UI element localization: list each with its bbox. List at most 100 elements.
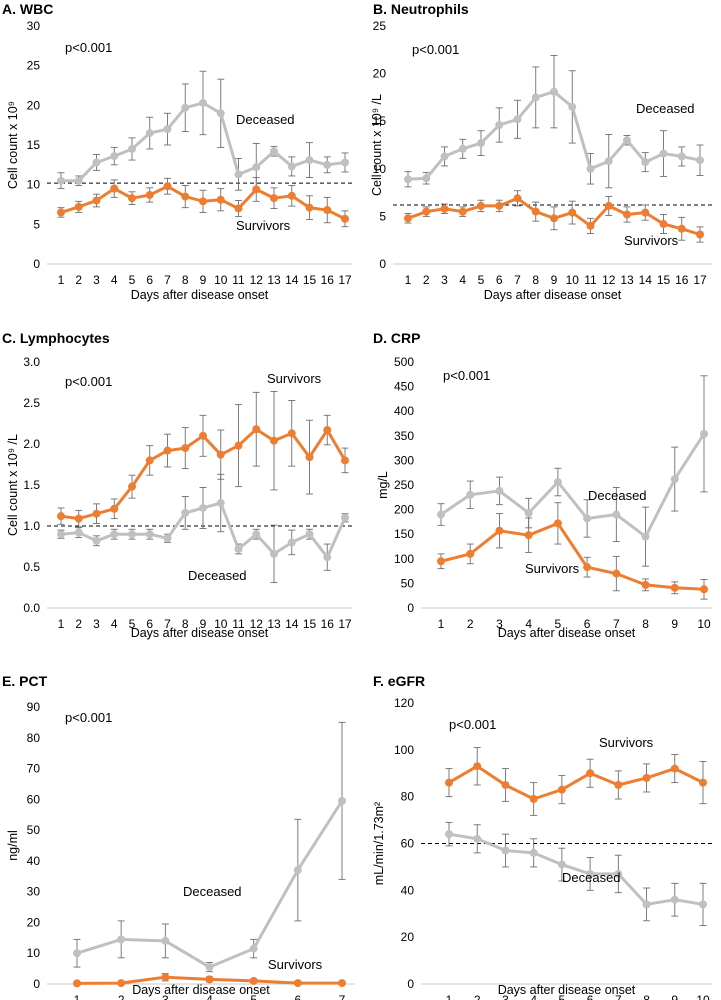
series-label-deceased: Deceased bbox=[183, 884, 242, 899]
data-point-survivors bbox=[659, 220, 668, 229]
data-point-deceased bbox=[699, 900, 707, 909]
x-axis-label: Days after disease onset bbox=[498, 626, 636, 640]
x-tick-label: 3 bbox=[502, 993, 509, 1000]
x-tick-label: 3 bbox=[162, 993, 169, 1000]
y-tick-label: 500 bbox=[394, 355, 414, 369]
data-point-deceased bbox=[614, 869, 623, 878]
y-tick-label: 30 bbox=[27, 885, 41, 899]
data-point-survivors bbox=[466, 549, 475, 558]
data-point-survivors bbox=[305, 453, 314, 462]
data-point-deceased bbox=[477, 139, 485, 148]
y-tick-label: 1.0 bbox=[23, 519, 40, 533]
y-tick-label: 10 bbox=[373, 162, 387, 176]
data-point-deceased bbox=[128, 530, 136, 539]
x-tick-label: 12 bbox=[250, 617, 264, 631]
y-tick-label: 0.5 bbox=[23, 560, 40, 574]
x-axis-label: Days after disease onset bbox=[131, 626, 269, 640]
x-tick-label: 8 bbox=[532, 273, 539, 287]
y-axis-label: Cell count x 10⁹ bbox=[6, 101, 20, 189]
data-point-deceased bbox=[604, 157, 613, 166]
data-point-deceased bbox=[57, 176, 65, 185]
data-point-deceased bbox=[145, 530, 154, 539]
data-point-deceased bbox=[161, 936, 170, 945]
data-point-deceased bbox=[252, 163, 261, 172]
data-point-survivors bbox=[234, 204, 243, 213]
x-tick-label: 3 bbox=[441, 273, 448, 287]
data-point-survivors bbox=[181, 192, 190, 201]
data-point-deceased bbox=[659, 149, 668, 158]
y-tick-label: 50 bbox=[27, 823, 41, 837]
series-label-survivors: Survivors bbox=[268, 957, 323, 972]
x-tick-label: 9 bbox=[200, 617, 207, 631]
x-tick-label: 12 bbox=[250, 273, 264, 287]
y-tick-label: 150 bbox=[394, 527, 414, 541]
x-tick-label: 11 bbox=[232, 617, 245, 631]
data-point-deceased bbox=[110, 530, 119, 539]
data-point-survivors bbox=[568, 208, 577, 217]
data-point-deceased bbox=[473, 834, 482, 843]
y-tick-label: 250 bbox=[394, 478, 414, 492]
x-axis-label: Days after disease onset bbox=[484, 288, 622, 302]
data-point-survivors bbox=[670, 583, 679, 592]
data-point-deceased bbox=[495, 486, 504, 495]
x-tick-label: 5 bbox=[559, 993, 566, 1000]
data-point-deceased bbox=[513, 115, 522, 124]
panel-title: D. CRP bbox=[373, 330, 420, 346]
x-tick-label: 4 bbox=[111, 273, 118, 287]
data-point-survivors bbox=[338, 979, 346, 988]
x-tick-label: 9 bbox=[551, 273, 558, 287]
data-point-survivors bbox=[642, 773, 651, 782]
data-point-survivors bbox=[270, 436, 278, 445]
panel-title: F. eGFR bbox=[373, 673, 425, 689]
series-deceased bbox=[437, 375, 708, 567]
data-point-survivors bbox=[604, 201, 613, 210]
y-tick-label: 10 bbox=[27, 946, 41, 960]
x-tick-label: 9 bbox=[671, 993, 678, 1000]
p-value-label: p<0.001 bbox=[65, 40, 112, 55]
panel-c: C. Lymphocytes p<0.001 0.0 0.5 1.0 1.5 2.0 2.5 3… bbox=[2, 330, 352, 640]
data-point-survivors bbox=[495, 526, 504, 535]
data-point-survivors bbox=[73, 979, 81, 988]
x-tick-label: 13 bbox=[267, 273, 281, 287]
data-point-survivors bbox=[145, 456, 154, 465]
data-point-survivors bbox=[404, 214, 412, 223]
data-point-deceased bbox=[586, 164, 595, 173]
x-tick-label: 5 bbox=[555, 617, 562, 631]
data-point-survivors bbox=[74, 514, 83, 523]
x-tick-label: 2 bbox=[75, 617, 82, 631]
data-point-deceased bbox=[163, 125, 172, 134]
data-point-survivors bbox=[293, 979, 302, 988]
data-point-survivors bbox=[252, 185, 261, 194]
data-point-survivors bbox=[495, 201, 504, 210]
x-tick-label: 6 bbox=[294, 993, 301, 1000]
x-tick-label: 14 bbox=[639, 273, 653, 287]
data-point-deceased bbox=[501, 846, 510, 855]
x-tick-label: 16 bbox=[321, 273, 335, 287]
data-point-survivors bbox=[163, 446, 172, 455]
data-point-survivors bbox=[473, 762, 482, 771]
y-axis-label: ng/ml bbox=[6, 830, 20, 861]
data-point-deceased bbox=[323, 553, 332, 562]
y-tick-label: 40 bbox=[27, 854, 41, 868]
data-point-survivors bbox=[163, 182, 172, 191]
y-tick-label: 20 bbox=[373, 67, 387, 81]
p-value-label: p<0.001 bbox=[449, 717, 496, 732]
data-point-survivors bbox=[553, 519, 562, 528]
x-tick-label: 2 bbox=[467, 617, 474, 631]
series-label-deceased: Deceased bbox=[636, 101, 695, 116]
data-point-survivors bbox=[550, 214, 558, 223]
x-tick-label: 2 bbox=[75, 273, 82, 287]
data-point-survivors bbox=[92, 196, 101, 205]
data-point-deceased bbox=[216, 499, 225, 508]
data-point-survivors bbox=[249, 976, 258, 985]
y-tick-label: 2.0 bbox=[23, 437, 40, 451]
x-tick-label: 4 bbox=[525, 617, 532, 631]
data-point-deceased bbox=[670, 475, 679, 484]
y-tick-label: 100 bbox=[394, 743, 414, 757]
series-line-deceased bbox=[448, 832, 704, 906]
x-tick-label: 14 bbox=[285, 273, 299, 287]
series-survivors bbox=[437, 502, 708, 600]
series-label-survivors: Survivors bbox=[267, 371, 322, 386]
y-tick-label: 450 bbox=[394, 380, 414, 394]
